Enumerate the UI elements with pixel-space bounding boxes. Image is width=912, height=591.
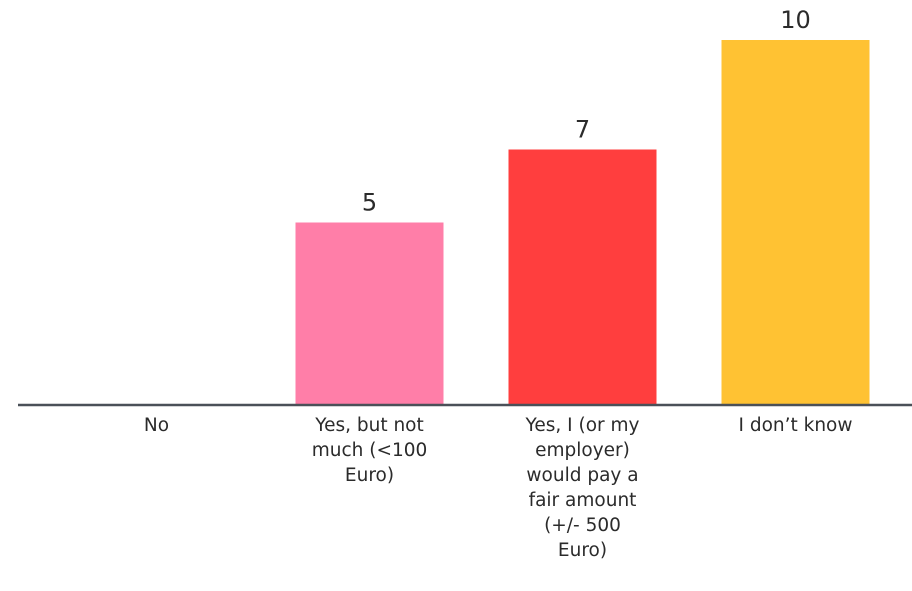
category-labels-layer: No Yes, but not much (<100 Euro) Yes, I (or … <box>144 415 853 561</box>
bar-3 <box>508 149 657 405</box>
bar-value-label-4: 10 <box>780 6 811 34</box>
category-label-4: I don’t know <box>738 415 852 436</box>
bars-layer <box>295 40 870 405</box>
bar-2 <box>295 222 444 405</box>
category-label-3: Yes, I (or my employer) would pay a fair am… <box>525 415 640 561</box>
bar-4 <box>721 40 870 405</box>
bar-value-label-2: 5 <box>362 189 377 217</box>
bar-value-label-3: 7 <box>575 116 590 144</box>
value-labels-layer: 5 7 10 <box>362 6 811 217</box>
category-label-2: Yes, but not much (<100 Euro) <box>312 415 428 486</box>
category-label-1: No <box>144 415 169 436</box>
